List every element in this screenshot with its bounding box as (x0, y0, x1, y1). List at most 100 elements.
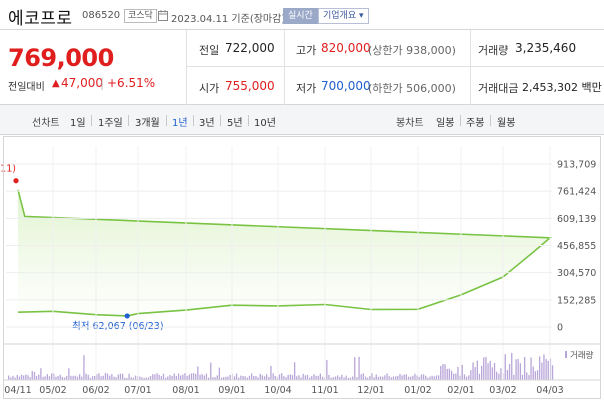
period-1d[interactable]: 1일 (70, 118, 86, 129)
volume-bar (132, 377, 134, 380)
volume-bar (223, 377, 225, 380)
volume-bar (465, 376, 468, 380)
volume-bar (401, 375, 403, 380)
volume-bar (367, 377, 369, 380)
volume-bar (235, 373, 238, 380)
company-info-button[interactable]: 기업개요 ▾ (318, 8, 369, 24)
volume-bar (287, 374, 289, 380)
price-chart[interactable]: 최고 820,000 (04/11) 최저 62,067 (06/23) 913,… (0, 136, 604, 400)
volume-bar (171, 376, 173, 380)
volume-bar (446, 368, 448, 380)
volume-bar (238, 377, 240, 380)
volume-bar (257, 377, 259, 380)
chart-frame (3, 136, 601, 399)
volume-bar (504, 354, 506, 380)
volume-bar (493, 363, 496, 380)
separator (490, 115, 491, 126)
volume-bar (418, 376, 420, 380)
change-label: 전일대비 (8, 82, 45, 93)
volume-bar (294, 362, 296, 380)
volume-bar (57, 376, 59, 380)
upper-limit: (상한가 938,000) (368, 44, 456, 57)
price-summary: 769,000 전일대비 ▲ 47,000 | +6.51% 전일 722,00… (0, 30, 604, 105)
volume-bar (395, 376, 397, 380)
candle-weekly[interactable]: 주봉 (466, 118, 485, 129)
prev-close-value: 722,000 (225, 41, 275, 55)
volume-bar (528, 374, 530, 380)
volume-bar (530, 357, 532, 380)
volume-bar (8, 375, 10, 380)
period-1w[interactable]: 1주일 (98, 118, 123, 129)
volume-bar (106, 373, 109, 380)
volume-bar (66, 375, 68, 380)
volume-bar (195, 373, 197, 380)
candle-chart-label: 봉차트 (396, 118, 424, 129)
stock-code: 086520 (82, 10, 121, 21)
volume-bar (358, 356, 360, 380)
volume-bar (68, 368, 70, 380)
change-percent: +6.51% (107, 76, 156, 90)
period-3m[interactable]: 3개월 (135, 118, 160, 129)
volume-bar (147, 377, 150, 380)
period-3y[interactable]: 3년 (199, 118, 215, 129)
volume-bar (117, 374, 119, 380)
volume-bar (111, 374, 113, 380)
turnover-label: 거래대금 (478, 82, 519, 95)
volume-bar (362, 373, 364, 380)
volume-bar (44, 376, 46, 380)
divider (186, 66, 604, 67)
separator (166, 115, 167, 126)
volume-bar (539, 356, 541, 380)
volume-bar (76, 376, 79, 380)
low-value: 700,000 (321, 79, 371, 93)
period-5y[interactable]: 5년 (227, 118, 243, 129)
volume-bar (369, 376, 371, 380)
volume-bar (407, 376, 410, 380)
volume-bar (199, 374, 201, 380)
volume-bar (188, 374, 190, 380)
volume-bar (20, 374, 23, 380)
volume-bar (330, 377, 332, 380)
volume-bar (115, 377, 117, 380)
calendar-icon (158, 10, 168, 21)
volume-bar (487, 363, 489, 380)
volume-bar (139, 376, 141, 380)
period-10y[interactable]: 10년 (254, 118, 276, 129)
period-bar: 선차트 1일 1주일 3개월 1년 3년 5년 10년 봉차트 일봉 주봉 월봉 (0, 105, 604, 135)
volume-bar (23, 375, 25, 380)
volume-bar (309, 377, 311, 380)
volume-bar (425, 375, 427, 380)
up-arrow-icon: ▲ (52, 78, 60, 89)
volume-bar (521, 374, 524, 380)
volume-bar (513, 374, 515, 380)
candle-daily[interactable]: 일봉 (436, 118, 455, 129)
volume-bar (87, 374, 89, 380)
volume-bar (496, 371, 498, 380)
volume-bar (276, 376, 279, 380)
volume-bar (89, 377, 91, 380)
volume-bar (48, 376, 51, 380)
volume-bar (438, 375, 440, 380)
volume-bar (281, 373, 283, 380)
x-tick-label: 01/02 (404, 385, 431, 396)
volume-bar (270, 365, 272, 380)
volume-bar (326, 360, 328, 380)
candle-monthly[interactable]: 월봉 (497, 118, 516, 129)
open-label: 시가 (199, 82, 220, 95)
volume-bar (251, 373, 253, 380)
volume-bar (246, 377, 248, 380)
x-tick-label: 09/01 (218, 385, 245, 396)
volume-bar (119, 373, 122, 380)
volume-bar (91, 376, 94, 380)
realtime-button[interactable]: 실시간 (283, 8, 318, 24)
volume-bar (278, 374, 281, 380)
high-value: 820,000 (321, 41, 371, 55)
volume-bar (53, 373, 55, 380)
volume-bar (431, 375, 433, 380)
volume-bar (547, 360, 549, 380)
period-1y[interactable]: 1년 (172, 118, 188, 129)
change-separator: | (100, 76, 105, 90)
volume-bar (205, 373, 208, 380)
volume-bar (352, 376, 354, 380)
volume-bar (306, 374, 309, 380)
